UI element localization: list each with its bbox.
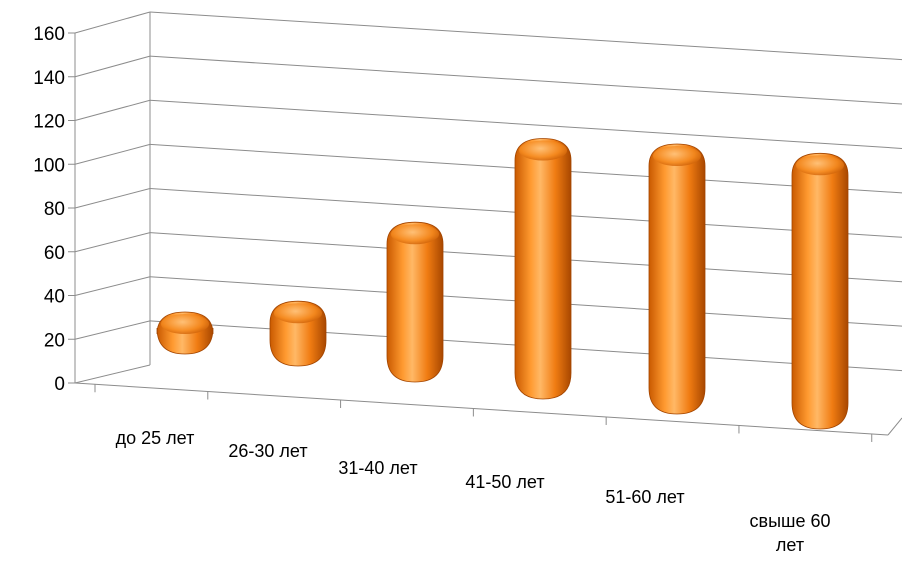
y-tick-label: 60 bbox=[44, 243, 65, 264]
x-tick-label: свыше 60 лет bbox=[750, 511, 831, 555]
x-tick-label: до 25 лет bbox=[116, 428, 195, 448]
gridline bbox=[68, 143, 902, 194]
bar bbox=[386, 221, 444, 383]
gridline bbox=[68, 232, 902, 283]
bar bbox=[791, 152, 849, 430]
bar bbox=[156, 311, 214, 355]
x-tick-label: 41-50 лет bbox=[465, 472, 544, 492]
x-axis-tick-labels: до 25 лет 26-30 лет 31-40 лет 41-50 лет 51-6… bbox=[116, 428, 831, 555]
bar bbox=[648, 143, 706, 415]
bar bbox=[514, 138, 572, 400]
x-axis-line bbox=[74, 382, 889, 436]
gridlines bbox=[68, 11, 902, 442]
gridline bbox=[68, 99, 902, 149]
y-tick-label: 140 bbox=[33, 68, 65, 89]
y-tick-label: 100 bbox=[33, 155, 65, 176]
y-tick-label: 20 bbox=[44, 330, 65, 351]
y-axis-tick-labels: 0 20 40 60 80 100 120 140 160 bbox=[33, 24, 65, 395]
bar bbox=[269, 300, 327, 367]
bars bbox=[156, 138, 849, 430]
gridline bbox=[68, 364, 151, 384]
y-tick-label: 40 bbox=[44, 287, 65, 308]
x-tick-label: 31-40 лет bbox=[338, 458, 417, 478]
x-tick-label: 26-30 лет bbox=[228, 441, 307, 461]
floor-right-edge bbox=[887, 417, 902, 436]
gridline bbox=[68, 55, 902, 105]
x-tick-label: 51-60 лет bbox=[605, 487, 684, 507]
y-tick-label: 120 bbox=[33, 112, 65, 133]
gridline bbox=[68, 188, 902, 238]
y-tick-label: 80 bbox=[44, 199, 65, 220]
gridline bbox=[68, 11, 902, 61]
y-tick-label: 0 bbox=[54, 374, 65, 395]
y-tick-label: 160 bbox=[33, 24, 65, 45]
